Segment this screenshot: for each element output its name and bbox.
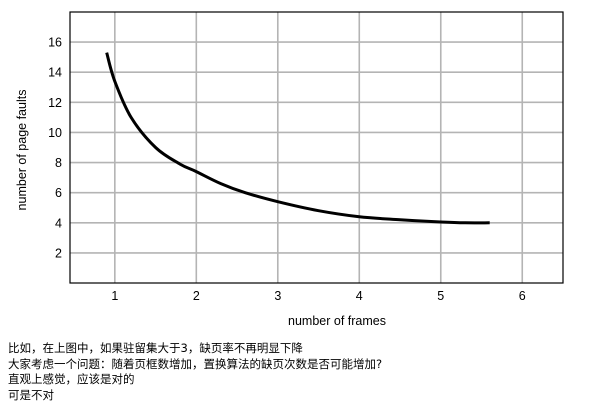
y-tick-label: 14 <box>48 66 62 80</box>
x-axis-label: number of frames <box>288 314 386 328</box>
y-tick-label: 12 <box>48 96 62 110</box>
caption-text: 比如，在上图中，如果驻留集大于3，缺页率不再明显下降 大家考虑一个问题：随着页框… <box>8 341 382 403</box>
caption-line: 大家考虑一个问题：随着页框数增加，置换算法的缺页次数是否可能增加? <box>8 356 383 371</box>
caption-line: 可是不对 <box>8 387 54 402</box>
x-tick-label: 5 <box>437 289 444 303</box>
y-tick-label: 6 <box>55 186 62 200</box>
x-tick-label: 4 <box>356 289 363 303</box>
grid-lines <box>70 12 563 283</box>
plot-frame <box>69 11 564 284</box>
x-tick-labels: 1 2 3 4 5 6 <box>111 289 525 303</box>
caption-line: 直观上感觉，应该是对的 <box>8 372 135 386</box>
y-tick-label: 10 <box>48 126 62 140</box>
y-tick-labels: 2 4 6 8 10 12 14 16 <box>48 36 62 261</box>
x-tick-label: 2 <box>193 289 200 303</box>
y-tick-label: 2 <box>55 246 62 260</box>
x-tick-label: 3 <box>274 289 281 303</box>
y-tick-label: 4 <box>55 216 62 230</box>
y-tick-label: 8 <box>55 156 62 170</box>
y-axis-label: number of page faults <box>15 90 29 211</box>
y-tick-label: 16 <box>48 36 62 50</box>
x-tick-label: 6 <box>519 289 526 303</box>
caption-line: 比如，在上图中，如果驻留集大于3，缺页率不再明显下降 <box>8 341 303 355</box>
page-fault-curve <box>105 52 490 225</box>
x-tick-label: 1 <box>111 289 118 303</box>
